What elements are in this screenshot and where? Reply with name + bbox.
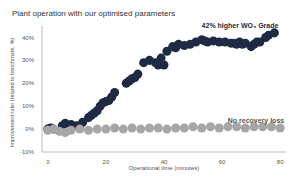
svg-text:40: 40 xyxy=(160,159,168,166)
html-text:Plant operation with our optim: Plant operation with our optimised param… xyxy=(12,9,176,18)
svg-text:No recovery loss: No recovery loss xyxy=(228,117,285,125)
svg-text:Operational time (minutes): Operational time (minutes) xyxy=(129,165,200,171)
svg-text:40%: 40% xyxy=(22,35,35,41)
svg-text:0: 0 xyxy=(46,159,50,165)
svg-text:42% higher WO₃ Grade: 42% higher WO₃ Grade xyxy=(202,22,279,30)
svg-text:30%: 30% xyxy=(22,57,35,63)
svg-text:Improvement ratio (related to: Improvement ratio (related to benchmark,… xyxy=(9,38,15,147)
svg-text:10%: 10% xyxy=(22,103,35,109)
svg-text:20%: 20% xyxy=(22,80,35,86)
svg-text:60: 60 xyxy=(219,159,226,165)
svg-text:20: 20 xyxy=(103,159,110,165)
svg-text:0%: 0% xyxy=(25,126,34,132)
svg-text:80: 80 xyxy=(277,159,284,165)
svg-text:-10%: -10% xyxy=(20,149,35,155)
